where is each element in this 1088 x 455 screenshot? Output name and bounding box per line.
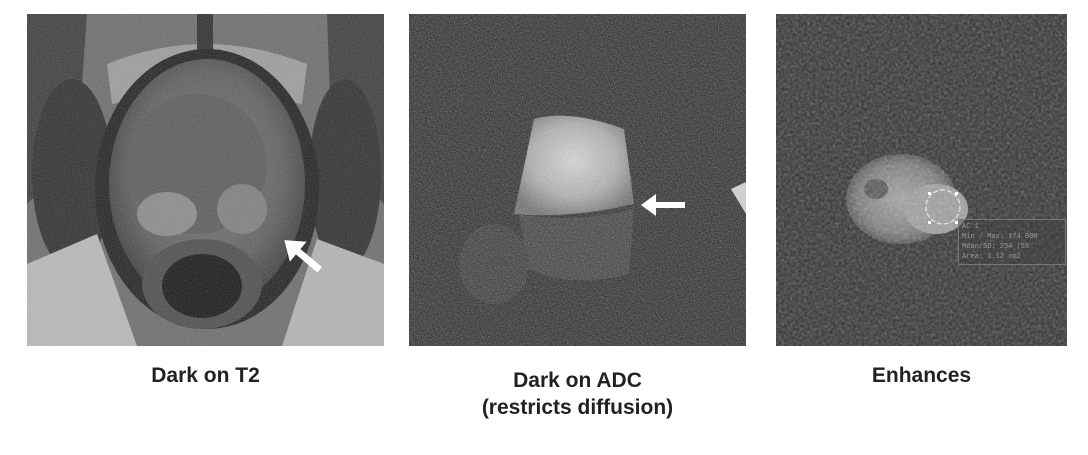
- roi-line: Min / Max: 174 000: [962, 233, 1038, 241]
- adc-mri-image: [409, 14, 746, 346]
- roi-line: Area: 1.12 cm2: [962, 253, 1021, 261]
- caption-adc: Dark on ADC (restricts diffusion): [409, 367, 746, 421]
- caption-t2: Dark on T2: [27, 362, 384, 389]
- roi-line: AC 1: [962, 223, 979, 231]
- lesion-arrow-icon: [641, 194, 685, 216]
- caption-line: (restricts diffusion): [481, 396, 674, 419]
- caption-line: Dark on ADC: [513, 369, 642, 392]
- roi-line: Mean/SD: 254 (58: [962, 243, 1030, 251]
- dce-mri-image: AC 1 Min / Max: 174 000 Mean/SD: 254 (58…: [776, 14, 1067, 346]
- roi-measurement-label: AC 1 Min / Max: 174 000 Mean/SD: 254 (58…: [958, 219, 1066, 265]
- caption-dce: Enhances: [776, 362, 1067, 389]
- caption-line: Dark on T2: [151, 364, 260, 387]
- caption-line: Enhances: [871, 364, 972, 387]
- lesion-arrow-icon: [284, 240, 322, 273]
- t2-mri-image: [27, 14, 384, 346]
